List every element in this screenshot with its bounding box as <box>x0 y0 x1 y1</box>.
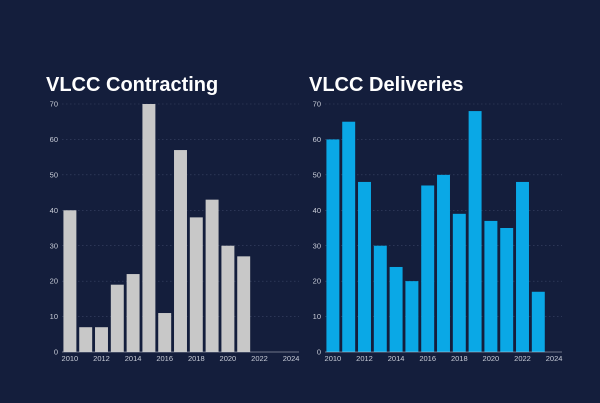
bar <box>452 213 466 352</box>
x-tick-label: 2012 <box>93 354 110 363</box>
chart-title: VLCC Deliveries <box>309 74 464 96</box>
x-tick-label: 2016 <box>156 354 173 363</box>
bar <box>468 111 482 352</box>
x-tick-label: 2014 <box>125 354 142 363</box>
bar <box>189 217 203 352</box>
bar <box>437 174 450 352</box>
bar <box>373 245 387 352</box>
y-tick-label: 60 <box>50 135 58 144</box>
bar <box>326 139 340 352</box>
y-tick-label: 30 <box>50 241 58 250</box>
bar <box>95 327 108 352</box>
bar <box>110 284 124 352</box>
bar <box>221 245 235 352</box>
bar <box>500 228 514 352</box>
bar <box>358 181 371 352</box>
y-tick-label: 0 <box>54 348 58 357</box>
bar <box>342 121 356 352</box>
y-tick-label: 10 <box>50 312 58 321</box>
x-tick-label: 2024 <box>283 354 300 363</box>
contracting-chart: VLCC Contracting 0 10 20 30 40 50 60 70 2010 2012… <box>44 70 304 370</box>
bar <box>126 274 140 352</box>
bar <box>421 185 435 352</box>
x-tick-label: 2010 <box>325 354 342 363</box>
bar <box>63 210 77 352</box>
y-tick-label: 60 <box>313 135 321 144</box>
y-tick-label: 50 <box>313 170 321 179</box>
x-tick-label: 2024 <box>546 354 563 363</box>
bar <box>79 327 93 352</box>
x-tick-label: 2022 <box>514 354 531 363</box>
deliveries-plot: 0 10 20 30 40 50 60 70 2010 2012 2014 2016 2018 2020 2… <box>313 100 563 363</box>
bar <box>516 181 529 352</box>
bar <box>205 199 219 352</box>
y-tick-label: 10 <box>313 312 321 321</box>
bar <box>142 104 156 352</box>
bar <box>237 256 251 352</box>
bar <box>405 281 419 352</box>
y-tick-label: 20 <box>313 277 321 286</box>
bar <box>158 313 172 352</box>
x-tick-label: 2014 <box>388 354 405 363</box>
x-tick-label: 2018 <box>451 354 468 363</box>
y-tick-label: 20 <box>50 277 58 286</box>
x-tick-label: 2018 <box>188 354 205 363</box>
deliveries-chart: VLCC Deliveries 0 10 20 30 40 50 60 70 2010 2012 2… <box>307 70 567 370</box>
x-tick-label: 2020 <box>220 354 237 363</box>
bar <box>174 150 187 352</box>
x-tick-label: 2010 <box>62 354 79 363</box>
y-tick-label: 70 <box>50 100 58 109</box>
x-tick-label: 2016 <box>419 354 436 363</box>
y-tick-label: 0 <box>317 348 321 357</box>
y-tick-label: 40 <box>50 206 58 215</box>
y-tick-label: 70 <box>313 100 321 109</box>
bar <box>389 266 403 352</box>
contracting-plot: 0 10 20 30 40 50 60 70 2010 2012 2014 2016 2018 2020 2… <box>50 100 300 363</box>
bar <box>531 291 545 352</box>
x-tick-label: 2022 <box>251 354 268 363</box>
bar <box>484 220 498 352</box>
y-tick-label: 40 <box>313 206 321 215</box>
y-tick-label: 30 <box>313 241 321 250</box>
y-tick-label: 50 <box>50 170 58 179</box>
chart-title: VLCC Contracting <box>46 74 219 96</box>
x-tick-label: 2020 <box>483 354 500 363</box>
x-tick-label: 2012 <box>356 354 373 363</box>
